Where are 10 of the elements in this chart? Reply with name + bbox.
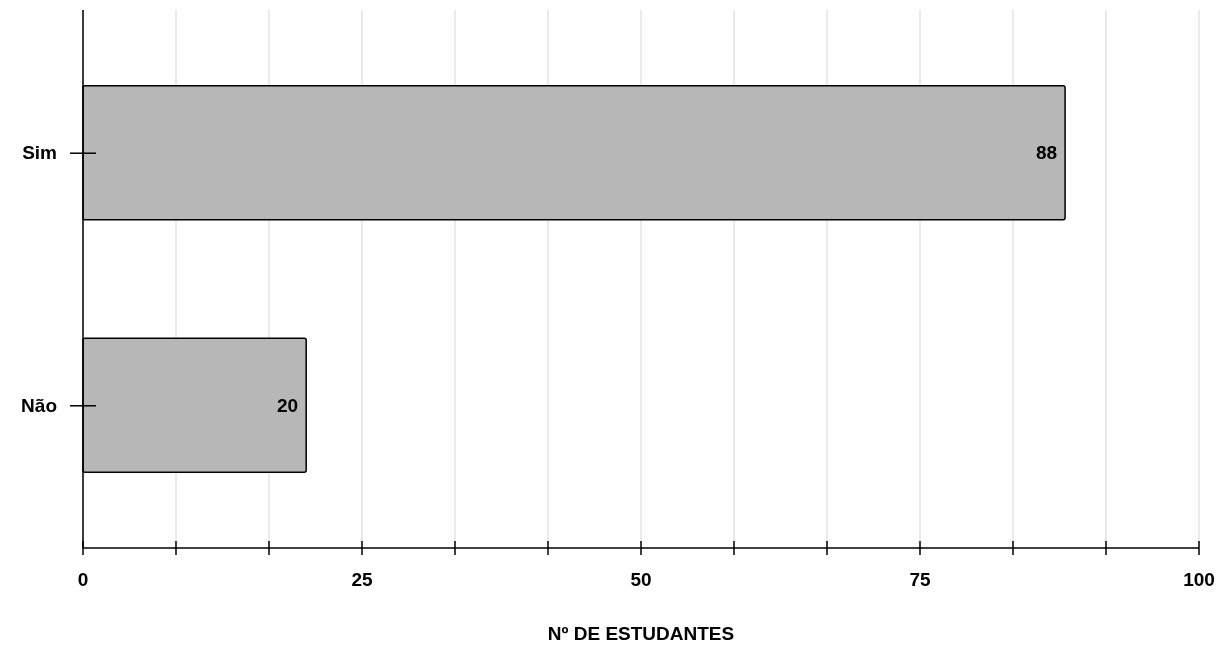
x-tick-label: 75 [909, 569, 931, 590]
data-label: 88 [1035, 142, 1058, 164]
x-tick-label: 50 [630, 569, 652, 590]
y-tick-label: Sim [22, 142, 57, 164]
data-label: 20 [277, 394, 299, 416]
x-axis-title: Nº DE ESTUDANTES [547, 623, 735, 644]
y-tick-label: Não [21, 394, 57, 416]
x-tick-label: 100 [1183, 569, 1215, 590]
x-tick-label: 25 [351, 569, 373, 590]
x-tick-label: 0 [77, 569, 89, 590]
